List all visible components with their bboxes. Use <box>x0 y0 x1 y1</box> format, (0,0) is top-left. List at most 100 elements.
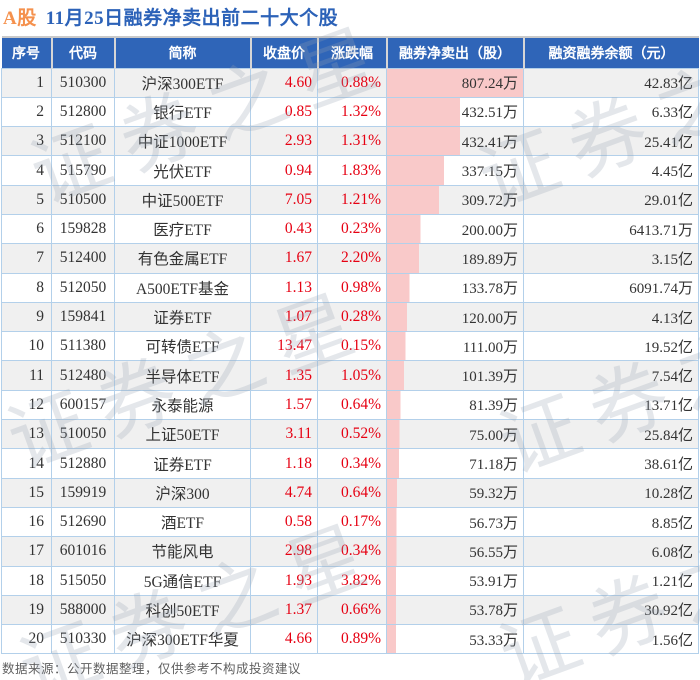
table-row: 4 515790 光伏ETF 0.94 1.83% 337.15万 4.45亿 <box>1 155 699 186</box>
margin-balance-cell: 4.13亿 <box>523 301 699 333</box>
margin-balance-cell: 25.41亿 <box>523 126 699 157</box>
code-cell: 515790 <box>51 155 115 186</box>
change-percent-cell: 0.98% <box>317 272 387 303</box>
rank-cell: 5 <box>1 184 52 215</box>
close-price-cell: 0.43 <box>250 213 318 245</box>
table-row: 5 510500 中证500ETF 7.05 1.21% 309.72万 29.01亿 <box>1 184 699 215</box>
code-cell: 510500 <box>51 184 115 215</box>
change-percent-cell: 0.23% <box>317 213 387 245</box>
change-percent-cell: 1.32% <box>317 96 387 128</box>
code-cell: 588000 <box>51 594 115 626</box>
margin-balance-cell: 1.21亿 <box>523 565 699 596</box>
table-row: 6 159828 医疗ETF 0.43 0.23% 200.00万 6413.71万 <box>1 213 699 245</box>
net-sell-cell: 111.00万 <box>386 331 524 362</box>
table-row: 2 512800 银行ETF 0.85 1.32% 432.51万 6.33亿 <box>1 96 699 128</box>
rank-cell: 4 <box>1 155 52 186</box>
net-sell-cell: 807.24万 <box>386 67 524 98</box>
close-price-cell: 7.05 <box>250 184 318 215</box>
name-cell: 节能风电 <box>114 536 251 567</box>
table-row: 15 159919 沪深300 4.74 0.64% 59.32万 10.28亿 <box>1 477 699 508</box>
close-price-cell: 1.35 <box>250 360 318 391</box>
rank-cell: 6 <box>1 213 52 245</box>
margin-balance-cell: 19.52亿 <box>523 331 699 362</box>
net-sell-cell: 53.91万 <box>386 565 524 596</box>
code-cell: 515050 <box>51 565 115 596</box>
close-price-cell: 1.57 <box>250 389 318 421</box>
change-percent-cell: 0.64% <box>317 477 387 508</box>
name-cell: 中证500ETF <box>114 184 251 215</box>
column-header-name: 简称 <box>113 36 251 69</box>
net-sell-cell: 53.33万 <box>386 624 524 655</box>
net-sell-cell: 59.32万 <box>386 477 524 508</box>
rank-cell: 16 <box>1 506 52 538</box>
rank-cell: 7 <box>1 243 52 274</box>
change-percent-cell: 2.20% <box>317 243 387 274</box>
name-cell: 酒ETF <box>114 506 251 538</box>
margin-balance-cell: 3.15亿 <box>523 243 699 274</box>
change-percent-cell: 3.82% <box>317 565 387 596</box>
name-cell: 中证1000ETF <box>114 126 251 157</box>
net-sell-cell: 337.15万 <box>386 155 524 186</box>
rank-cell: 2 <box>1 96 52 128</box>
code-cell: 601016 <box>51 536 115 567</box>
code-cell: 510050 <box>51 419 115 450</box>
close-price-cell: 4.60 <box>250 67 318 98</box>
code-cell: 159919 <box>51 477 115 508</box>
table-row: 11 512480 半导体ETF 1.35 1.05% 101.39万 7.54亿 <box>1 360 699 391</box>
name-cell: 有色金属ETF <box>114 243 251 274</box>
name-cell: 沪深300ETF <box>114 67 251 98</box>
net-sell-cell: 56.55万 <box>386 536 524 567</box>
table-header-row: 序号 代码 简称 收盘价 涨跌幅 融券净卖出（股） 融资融券余额（元） <box>1 36 699 69</box>
change-percent-cell: 0.52% <box>317 419 387 450</box>
rank-cell: 1 <box>1 67 52 98</box>
margin-balance-cell: 6.08亿 <box>523 536 699 567</box>
close-price-cell: 3.11 <box>250 419 318 450</box>
name-cell: 5G通信ETF <box>114 565 251 596</box>
name-cell: 上证50ETF <box>114 419 251 450</box>
rank-cell: 18 <box>1 565 52 596</box>
margin-balance-cell: 38.61亿 <box>523 448 699 479</box>
table-row: 16 512690 酒ETF 0.58 0.17% 56.73万 8.85亿 <box>1 506 699 538</box>
name-cell: 半导体ETF <box>114 360 251 391</box>
close-price-cell: 1.13 <box>250 272 318 303</box>
net-sell-cell: 309.72万 <box>386 184 524 215</box>
close-price-cell: 2.93 <box>250 126 318 157</box>
name-cell: 沪深300 <box>114 477 251 508</box>
code-cell: 510300 <box>51 67 115 98</box>
name-cell: 沪深300ETF华夏 <box>114 624 251 655</box>
rank-cell: 13 <box>1 419 52 450</box>
name-cell: 可转债ETF <box>114 331 251 362</box>
margin-balance-cell: 4.45亿 <box>523 155 699 186</box>
change-percent-cell: 0.28% <box>317 301 387 333</box>
code-cell: 512480 <box>51 360 115 391</box>
close-price-cell: 1.37 <box>250 594 318 626</box>
code-cell: 511380 <box>51 331 115 362</box>
close-price-cell: 4.74 <box>250 477 318 508</box>
name-cell: 光伏ETF <box>114 155 251 186</box>
close-price-cell: 1.93 <box>250 565 318 596</box>
close-price-cell: 1.07 <box>250 301 318 333</box>
column-header-balance: 融资融券余额（元） <box>522 36 699 69</box>
close-price-cell: 0.85 <box>250 96 318 128</box>
name-cell: A500ETF基金 <box>114 272 251 303</box>
table-row: 9 159841 证券ETF 1.07 0.28% 120.00万 4.13亿 <box>1 301 699 333</box>
rank-cell: 8 <box>1 272 52 303</box>
change-percent-cell: 1.05% <box>317 360 387 391</box>
name-cell: 银行ETF <box>114 96 251 128</box>
change-percent-cell: 1.31% <box>317 126 387 157</box>
margin-balance-cell: 6091.74万 <box>523 272 699 303</box>
net-sell-cell: 432.41万 <box>386 126 524 157</box>
close-price-cell: 2.98 <box>250 536 318 567</box>
margin-balance-cell: 6413.71万 <box>523 213 699 245</box>
code-cell: 512050 <box>51 272 115 303</box>
column-header-change: 涨跌幅 <box>316 36 387 69</box>
close-price-cell: 1.18 <box>250 448 318 479</box>
column-header-close: 收盘价 <box>249 36 318 69</box>
table-row: 10 511380 可转债ETF 13.47 0.15% 111.00万 19.52亿 <box>1 331 699 362</box>
net-sell-cell: 53.78万 <box>386 594 524 626</box>
net-sell-cell: 75.00万 <box>386 419 524 450</box>
table-row: 17 601016 节能风电 2.98 0.34% 56.55万 6.08亿 <box>1 536 699 567</box>
net-sell-cell: 432.51万 <box>386 96 524 128</box>
net-sell-cell: 189.89万 <box>386 243 524 274</box>
change-percent-cell: 0.34% <box>317 536 387 567</box>
